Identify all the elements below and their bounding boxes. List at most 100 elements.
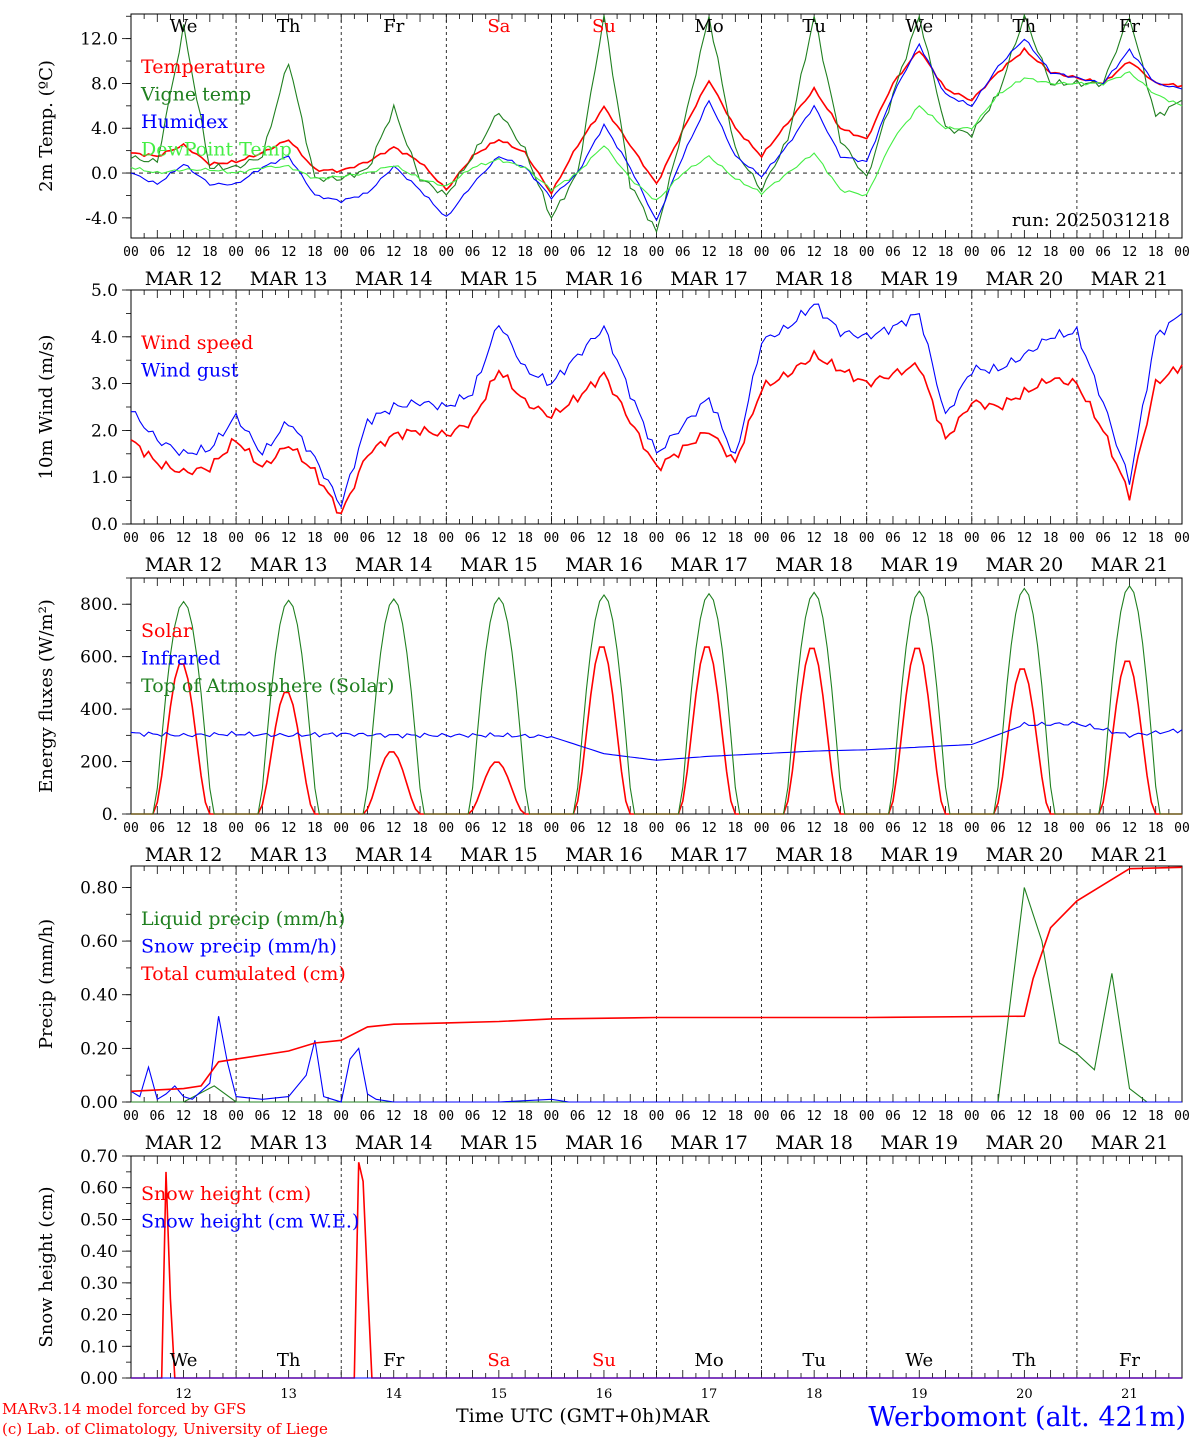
hour-label: 18	[938, 245, 954, 260]
hour-label: 18	[202, 245, 218, 260]
hour-label: 18	[727, 1109, 743, 1124]
series-line-humidex	[130, 38, 1183, 222]
date-label: MAR 12	[145, 268, 223, 290]
hour-label: 00	[754, 245, 770, 260]
hour-label: 18	[412, 821, 428, 836]
hour-label: 06	[990, 821, 1006, 836]
hour-label: 06	[780, 821, 796, 836]
hour-label: 00	[333, 245, 349, 260]
hour-label: 06	[570, 245, 586, 260]
hour-label: 18	[1043, 1109, 1059, 1124]
date-label: MAR 21	[1091, 844, 1169, 866]
hour-label: 12	[176, 1109, 192, 1124]
weekday-label: Tu	[802, 16, 826, 37]
hour-label: 06	[675, 1109, 691, 1124]
hour-label: 00	[754, 821, 770, 836]
weekday-label: Mo	[694, 16, 723, 37]
weekday-label: We	[170, 16, 198, 37]
hour-label: 18	[517, 531, 533, 546]
hour-label: 18	[727, 531, 743, 546]
date-label: MAR 17	[670, 554, 748, 576]
y-tick-label: 0.70	[80, 1147, 118, 1167]
legend-entry: Top of Atmosphere (Solar)	[141, 675, 394, 697]
date-label: MAR 19	[880, 554, 958, 576]
hour-label: 00	[438, 1109, 454, 1124]
y-tick-label: 200.	[80, 753, 118, 773]
y-tick-label: 0.20	[80, 1306, 118, 1326]
weekday-label: We	[170, 1350, 198, 1371]
date-label: MAR 12	[145, 554, 223, 576]
day-number-label: 18	[806, 1387, 823, 1402]
hour-label: 12	[911, 821, 927, 836]
model-credit: MARv3.14 model forced by GFS	[2, 1400, 247, 1418]
hour-label: 06	[990, 531, 1006, 546]
date-label: MAR 13	[250, 844, 328, 866]
weekday-label: Fr	[1119, 16, 1140, 37]
hour-label: 00	[228, 821, 244, 836]
hour-label: 18	[622, 821, 638, 836]
y-tick-label: 4.0	[91, 328, 118, 348]
hour-label: 00	[228, 531, 244, 546]
hour-label: 12	[701, 821, 717, 836]
date-label: MAR 19	[880, 844, 958, 866]
legend-entry: Snow height (cm W.E.)	[141, 1211, 359, 1233]
hour-label: 06	[255, 245, 271, 260]
hour-label: 12	[596, 1109, 612, 1124]
hour-label: 00	[859, 821, 875, 836]
y-tick-label: 0.40	[80, 1242, 118, 1262]
hour-label: 06	[570, 821, 586, 836]
date-label: MAR 12	[145, 1132, 223, 1154]
hour-label: 00	[964, 531, 980, 546]
y-axis-label: 2m Temp. (ºC)	[36, 60, 57, 192]
hour-label: 12	[806, 245, 822, 260]
date-label: MAR 19	[880, 268, 958, 290]
hour-label: 12	[1122, 1109, 1138, 1124]
hour-label: 06	[1095, 245, 1111, 260]
day-number-label: 21	[1121, 1387, 1138, 1402]
hour-label: 00	[1174, 245, 1190, 260]
date-label: MAR 15	[460, 1132, 538, 1154]
legend-entry: Snow precip (mm/h)	[141, 936, 337, 958]
hour-label: 12	[281, 1109, 297, 1124]
panel-5: 0.00 0.10 0.20 0.30 0.40 0.50 0.60 0.70 Snow hei…	[36, 1147, 1183, 1402]
y-axis-label: Energy fluxes (W/m²)	[36, 599, 57, 793]
day-number-label: 19	[911, 1387, 928, 1402]
hour-label: 06	[990, 1109, 1006, 1124]
hour-label: 18	[1043, 821, 1059, 836]
series-line-infrared	[130, 721, 1183, 761]
hour-label: 18	[938, 821, 954, 836]
hour-label: 00	[859, 531, 875, 546]
date-label: MAR 16	[565, 1132, 643, 1154]
date-label: MAR 20	[985, 268, 1063, 290]
hour-label: 12	[1122, 821, 1138, 836]
day-number-label: 17	[701, 1387, 718, 1402]
series-line-top-of-atmosphere-solar-	[131, 584, 1182, 815]
hour-label: 12	[911, 531, 927, 546]
hour-label: 18	[307, 531, 323, 546]
hour-label: 12	[596, 245, 612, 260]
hour-label: 06	[465, 531, 481, 546]
hour-label: 00	[649, 1109, 665, 1124]
y-tick-label: 0.60	[80, 1179, 118, 1199]
hour-label: 18	[938, 531, 954, 546]
weekday-label: Th	[1013, 1350, 1037, 1371]
y-tick-label: 0.00	[80, 1369, 118, 1389]
hour-label: 12	[176, 531, 192, 546]
weekday-label: Su	[592, 1350, 616, 1371]
weekday-label: Th	[1013, 16, 1037, 37]
hour-label: 18	[622, 245, 638, 260]
y-tick-label: 0.80	[80, 878, 118, 898]
day-number-label: 16	[596, 1387, 613, 1402]
panel-3: 0. 200. 400. 600. 800. Energy fluxes (W/m²) 00…	[36, 577, 1190, 866]
date-label: MAR 16	[565, 554, 643, 576]
hour-label: 00	[123, 821, 139, 836]
panel-1: -4.0 0.0 4.0 8.0 12.0 2m Temp. (ºC) 00 06 12 18 MA…	[36, 13, 1190, 290]
legend-entry: Infrared	[141, 648, 221, 670]
date-label: MAR 17	[670, 844, 748, 866]
hour-label: 00	[964, 1109, 980, 1124]
hour-label: 12	[1017, 1109, 1033, 1124]
y-tick-label: 2.0	[91, 421, 118, 441]
date-label: MAR 20	[985, 1132, 1063, 1154]
hour-label: 00	[1069, 245, 1085, 260]
y-tick-label: 0.10	[80, 1337, 118, 1357]
